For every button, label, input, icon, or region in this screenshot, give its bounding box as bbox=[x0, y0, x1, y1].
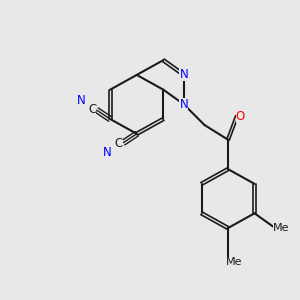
Text: Me: Me bbox=[226, 257, 243, 267]
Text: N: N bbox=[103, 146, 112, 159]
Text: N: N bbox=[76, 94, 85, 107]
Text: N: N bbox=[179, 68, 188, 81]
Text: C: C bbox=[115, 137, 123, 150]
Text: N: N bbox=[179, 98, 188, 111]
Text: Me: Me bbox=[273, 223, 290, 233]
Text: O: O bbox=[236, 110, 245, 123]
Text: C: C bbox=[88, 103, 97, 116]
